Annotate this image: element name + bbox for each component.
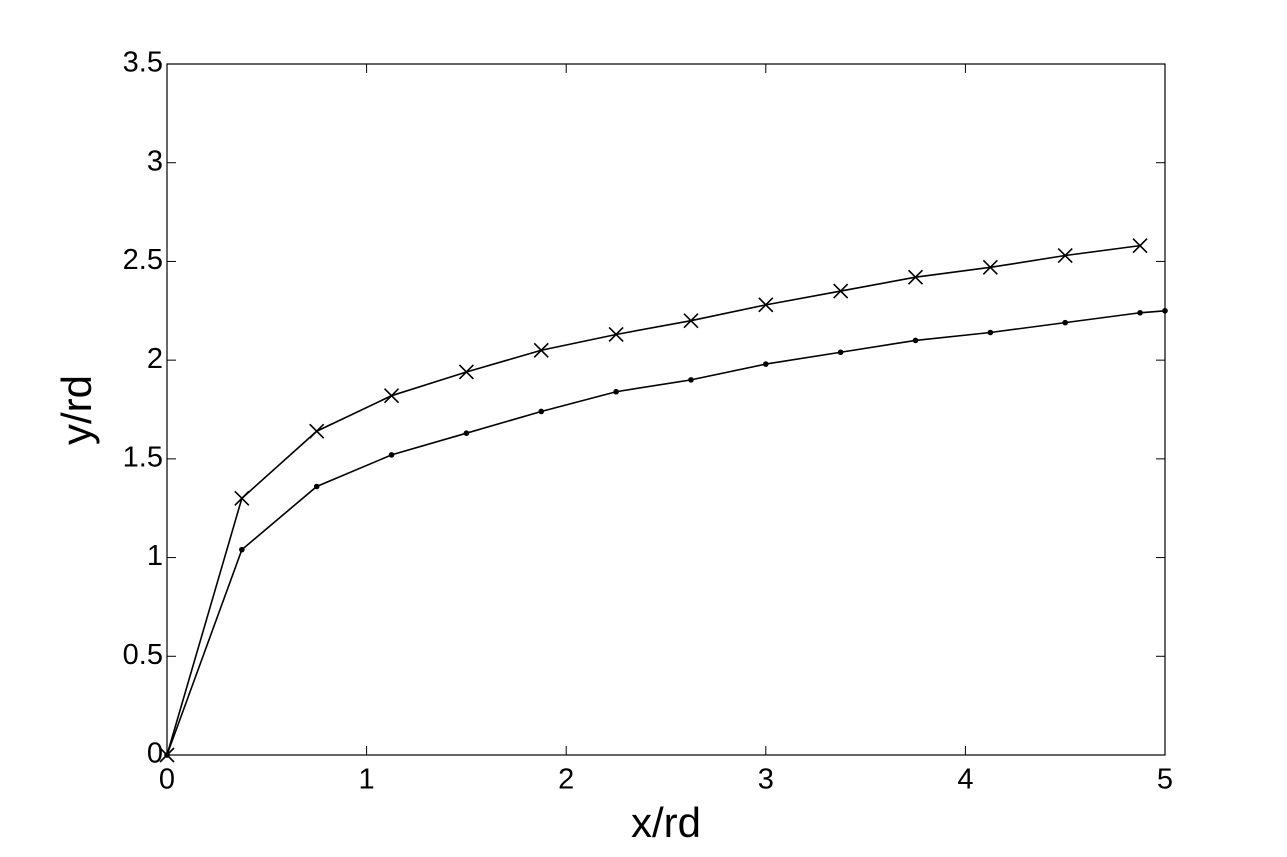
x-axis-label: x/rd (631, 799, 701, 846)
x-tick-label: 3 (758, 764, 774, 796)
marker (907, 269, 924, 285)
x-tick-label: 0 (159, 764, 175, 796)
marker (313, 483, 320, 490)
marker (912, 337, 919, 344)
x-tick-label: 4 (957, 764, 973, 796)
marker (763, 361, 769, 367)
marker (458, 364, 474, 380)
y-tick-label: 0.5 (123, 639, 163, 671)
marker (613, 388, 619, 395)
series-line (166, 309, 1166, 756)
y-tick-label: 3 (147, 145, 163, 177)
y-tick-label: 0 (147, 738, 163, 770)
marker (388, 452, 395, 458)
marker (608, 326, 624, 343)
marker (987, 329, 994, 336)
marker (309, 423, 325, 439)
marker (164, 752, 170, 758)
marker (1162, 307, 1168, 314)
y-tick-label: 2 (147, 343, 163, 375)
marker (688, 377, 694, 383)
x-tick-label: 5 (1157, 764, 1173, 796)
x-tick-label: 2 (558, 764, 574, 796)
marker (463, 430, 470, 436)
series-line (166, 244, 1141, 756)
marker (837, 349, 844, 356)
marker (239, 546, 245, 553)
marker (1057, 247, 1073, 264)
marker (533, 342, 549, 358)
y-tick-label: 1 (147, 540, 163, 572)
marker (833, 283, 849, 299)
marker (383, 388, 400, 404)
y-axis-label: y/rd (53, 375, 100, 445)
marker (538, 408, 545, 415)
marker (1137, 309, 1143, 316)
marker (758, 297, 774, 313)
plot-frame (166, 63, 1166, 756)
marker (1062, 319, 1068, 326)
y-tick-label: 2.5 (123, 244, 163, 276)
marker (683, 313, 699, 329)
x-tick-label: 1 (359, 764, 375, 796)
y-tick-label: 1.5 (123, 442, 163, 474)
marker (1132, 238, 1148, 254)
marker (982, 259, 998, 275)
marker (234, 490, 250, 506)
y-tick-label: 3.5 (123, 47, 163, 79)
